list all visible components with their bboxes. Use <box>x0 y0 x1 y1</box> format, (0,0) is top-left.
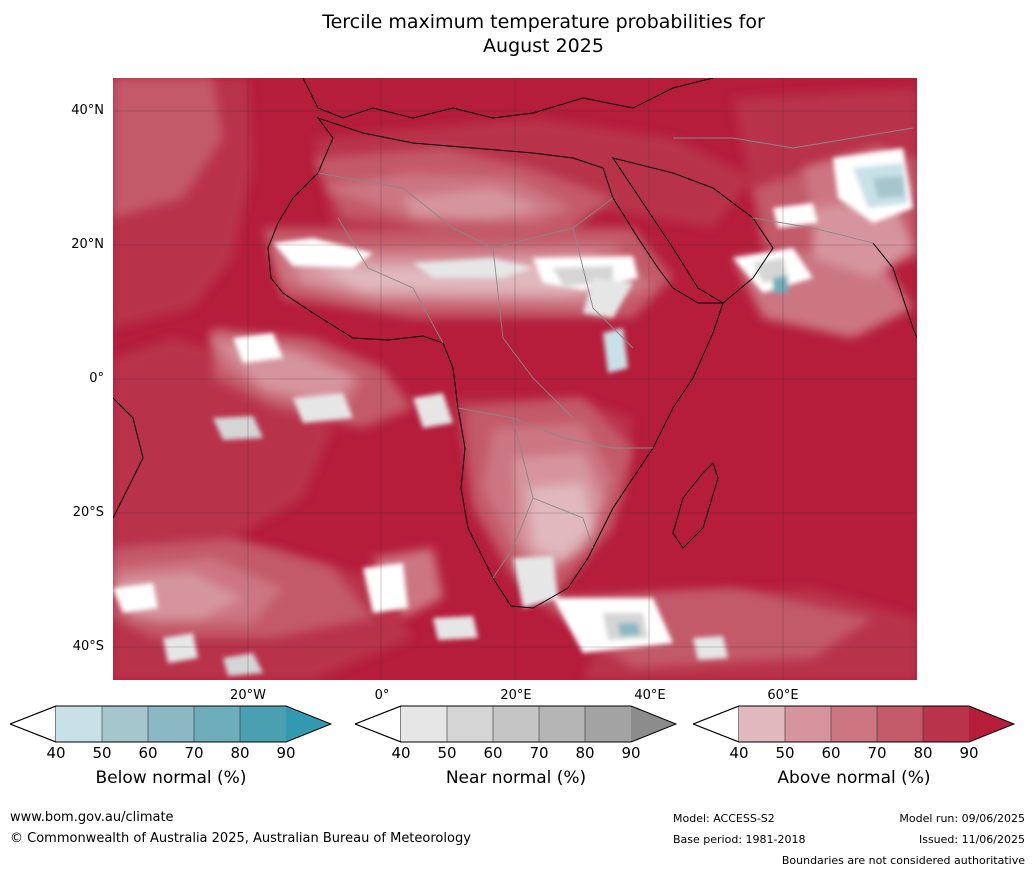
colorbar-above-seg-4 <box>877 706 923 742</box>
lon-label-60e: 60°E <box>767 688 799 703</box>
colorbar-near-outline <box>355 705 677 743</box>
colorbar-near-label: Near normal (%) <box>445 768 587 788</box>
colorbar-near-seg-4 <box>539 706 585 742</box>
below-tick: 60 <box>138 744 158 762</box>
title-line-1: Tercile maximum temperature probabilitie… <box>322 11 765 33</box>
colorbar-below-high-extend <box>286 706 331 742</box>
colorbar-below-seg-4 <box>194 706 240 742</box>
colorbar-near-seg-2 <box>447 706 493 742</box>
colorbar-below-seg-5 <box>240 706 286 742</box>
near-tick: 70 <box>529 744 549 762</box>
colorbar-above-label: Above normal (%) <box>777 768 931 788</box>
model-text: Model: ACCESS-S2 <box>673 812 775 825</box>
colorbar-above <box>693 705 1015 743</box>
model-run-text: Model run: 09/06/2025 <box>899 812 1025 825</box>
near-tick: 80 <box>575 744 595 762</box>
country-boundaries <box>317 127 914 579</box>
colorbar-below-low-extend <box>10 705 57 743</box>
colorbar-near-high-extend <box>631 706 676 742</box>
colorbar-near <box>355 705 677 743</box>
issued-text: Issued: 11/06/2025 <box>918 833 1025 846</box>
below-tick: 70 <box>184 744 204 762</box>
near-tick: 50 <box>437 744 457 762</box>
colorbar-above-seg-5 <box>923 706 969 742</box>
lat-label-40s: 40°S <box>72 639 104 654</box>
map-svg <box>113 78 917 680</box>
lat-label-20s: 20°S <box>72 505 104 520</box>
above-tick: 60 <box>821 744 841 762</box>
colorbar-near-seg-1 <box>401 706 447 742</box>
base-period-text: Base period: 1981-2018 <box>673 833 806 846</box>
above-tick: 70 <box>867 744 887 762</box>
lat-label-0: 0° <box>89 371 104 386</box>
colorbar-below-outline <box>10 705 332 743</box>
chart-title: Tercile maximum temperature probabilitie… <box>0 10 1035 58</box>
colorbar-below-seg-3 <box>148 706 194 742</box>
near-tick: 40 <box>391 744 411 762</box>
above-tick: 50 <box>775 744 795 762</box>
disclaimer-text: Boundaries are not considered authoritat… <box>781 854 1025 867</box>
colorbar-above-high-extend <box>969 706 1014 742</box>
colorbar-near-low-extend <box>355 705 402 743</box>
colorbar-above-outline <box>693 705 1015 743</box>
above-tick: 90 <box>959 744 979 762</box>
website-link[interactable]: www.bom.gov.au/climate <box>10 810 174 825</box>
lat-label-40n: 40°N <box>71 103 104 118</box>
lon-label-20e: 20°E <box>500 688 532 703</box>
colorbar-below-seg-1 <box>56 706 102 742</box>
lon-label-0: 0° <box>374 688 390 703</box>
colorbar-below <box>10 705 332 743</box>
near-normal-region <box>113 148 913 676</box>
above-tick: 80 <box>913 744 933 762</box>
below-tick: 50 <box>92 744 112 762</box>
below-tick: 40 <box>46 744 66 762</box>
near-tick: 60 <box>483 744 503 762</box>
below-tick: 80 <box>230 744 250 762</box>
colorbar-near-seg-5 <box>585 706 631 742</box>
probability-map <box>113 78 917 680</box>
colorbar-above-low-extend <box>693 705 740 743</box>
lon-label-40e: 40°E <box>634 688 666 703</box>
below-tick: 90 <box>276 744 296 762</box>
colorbar-above-seg-2 <box>785 706 831 742</box>
colorbar-below-label: Below normal (%) <box>95 768 247 788</box>
colorbar-above-seg-3 <box>831 706 877 742</box>
near-tick: 90 <box>621 744 641 762</box>
colorbar-below-seg-2 <box>102 706 148 742</box>
gridlines <box>113 78 917 680</box>
lat-label-20n: 20°N <box>71 237 104 252</box>
colorbar-above-seg-1 <box>739 706 785 742</box>
copyright-text: © Commonwealth of Australia 2025, Austra… <box>10 831 471 846</box>
lon-label-20w: 20°W <box>230 688 266 703</box>
colorbar-near-seg-3 <box>493 706 539 742</box>
title-line-2: August 2025 <box>483 35 604 57</box>
above-tick: 40 <box>729 744 749 762</box>
